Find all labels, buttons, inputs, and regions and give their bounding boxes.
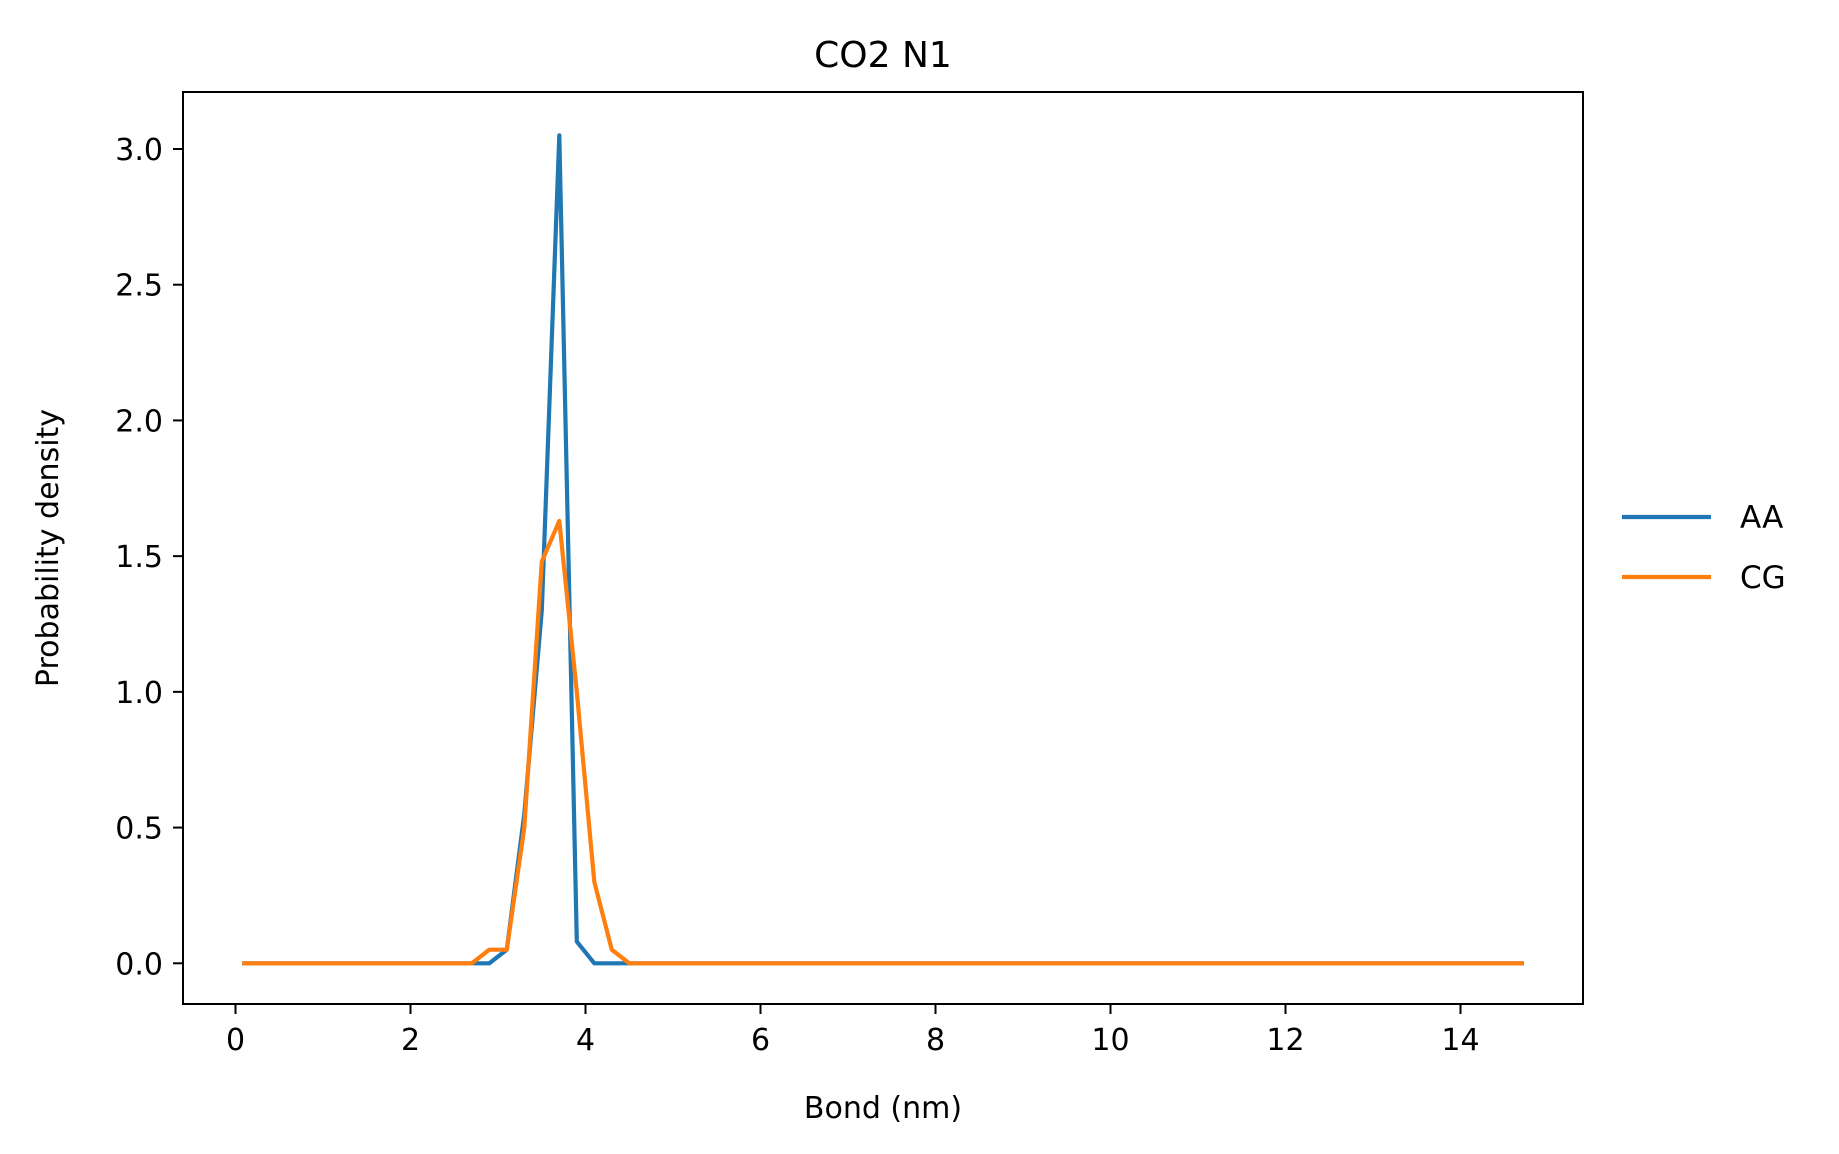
y-tick-label: 0.5 bbox=[115, 812, 163, 847]
y-axis-label: Probability density bbox=[31, 409, 66, 687]
x-tick-label: 14 bbox=[1441, 1023, 1479, 1058]
legend-label-aa: AA bbox=[1740, 500, 1783, 536]
x-axis-label: Bond (nm) bbox=[804, 1091, 962, 1126]
axes-frame bbox=[182, 91, 1584, 1005]
x-tick-label: 10 bbox=[1091, 1023, 1129, 1058]
y-tick-label: 0.0 bbox=[115, 947, 163, 982]
x-tick-label: 6 bbox=[751, 1023, 770, 1058]
legend: AA CG bbox=[1622, 500, 1786, 596]
x-tick-label: 8 bbox=[926, 1023, 945, 1058]
x-tick-label: 2 bbox=[401, 1023, 420, 1058]
x-tick-label: 12 bbox=[1266, 1023, 1304, 1058]
y-axis: 0.0 0.5 1.0 1.5 2.0 2.5 3.0 bbox=[115, 133, 183, 982]
x-axis: 0 2 4 6 8 10 12 14 bbox=[226, 1004, 1480, 1058]
x-tick-label: 4 bbox=[576, 1023, 595, 1058]
series-line-aa bbox=[242, 133, 1524, 966]
legend-label-cg: CG bbox=[1740, 560, 1786, 596]
series-line-cg bbox=[242, 518, 1524, 966]
chart-title: CO2 N1 bbox=[814, 35, 952, 76]
y-tick-label: 2.0 bbox=[115, 404, 163, 439]
y-tick-label: 1.0 bbox=[115, 676, 163, 711]
x-tick-label: 0 bbox=[226, 1023, 245, 1058]
y-tick-label: 2.5 bbox=[115, 269, 163, 304]
y-tick-label: 3.0 bbox=[115, 133, 163, 168]
y-tick-label: 1.5 bbox=[115, 540, 163, 575]
plot-area bbox=[242, 133, 1524, 966]
